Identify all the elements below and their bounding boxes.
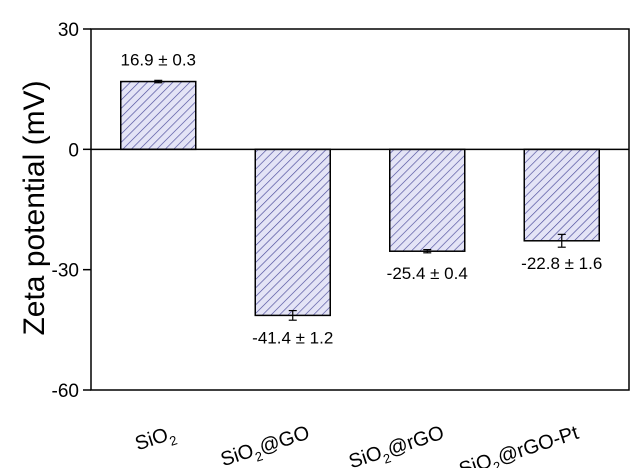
error-bar bbox=[557, 233, 566, 248]
x-category-label: SiO2@GO bbox=[218, 422, 314, 468]
y-tick-label: -60 bbox=[52, 381, 79, 402]
bar bbox=[120, 80, 197, 151]
data-label: -25.4 ± 0.4 bbox=[387, 264, 468, 283]
bar bbox=[254, 148, 331, 317]
y-tick-label: 0 bbox=[68, 140, 79, 161]
error-bar bbox=[154, 79, 163, 84]
error-bar bbox=[423, 249, 432, 254]
error-bar bbox=[288, 309, 297, 321]
x-category-label: SiO2@rGO-Pt bbox=[456, 422, 583, 468]
bar bbox=[523, 148, 600, 242]
data-label: 16.9 ± 0.3 bbox=[121, 51, 197, 70]
y-tick-label: 30 bbox=[58, 20, 79, 41]
y-axis-title: Zeta potential (mV) bbox=[18, 80, 51, 335]
y-tick-label: -30 bbox=[52, 261, 79, 282]
x-category-label: SiO2 bbox=[132, 422, 179, 459]
bar bbox=[389, 148, 466, 252]
bars: 16.9 ± 0.3 -41.4 ± 1.2 -25.4 ± 0.4 -22.8 ± … bbox=[120, 51, 602, 347]
plot-frame bbox=[90, 28, 630, 391]
data-label: -41.4 ± 1.2 bbox=[252, 328, 333, 347]
y-axis-ticks: 30 0 -30 -60 bbox=[52, 20, 91, 402]
x-category-label: SiO2@rGO bbox=[346, 422, 448, 468]
data-label: -22.8 ± 1.6 bbox=[521, 254, 602, 273]
